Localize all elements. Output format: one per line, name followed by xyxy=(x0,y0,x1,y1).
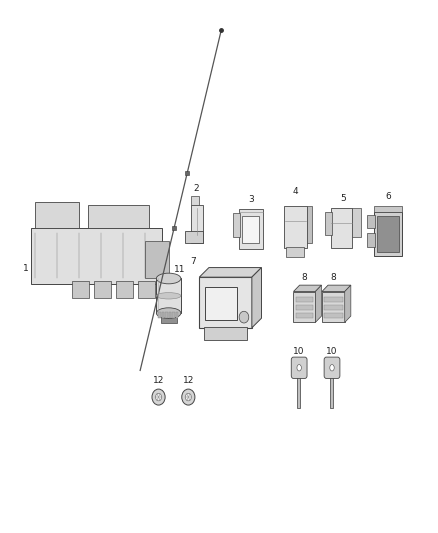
Bar xyxy=(35,202,79,228)
Text: 8: 8 xyxy=(330,273,336,282)
Text: 12: 12 xyxy=(183,376,194,385)
Bar xyxy=(296,313,313,318)
Bar xyxy=(199,277,252,328)
Text: 2: 2 xyxy=(194,184,199,193)
Text: 10: 10 xyxy=(293,346,305,356)
Polygon shape xyxy=(252,268,261,328)
Bar xyxy=(307,206,312,243)
Bar xyxy=(367,233,375,247)
Ellipse shape xyxy=(156,273,181,284)
Text: 5: 5 xyxy=(340,193,346,203)
Ellipse shape xyxy=(152,389,165,405)
Bar xyxy=(325,212,332,235)
Bar xyxy=(165,312,168,319)
FancyBboxPatch shape xyxy=(374,206,402,212)
Bar xyxy=(116,281,133,298)
Bar xyxy=(138,281,155,298)
Polygon shape xyxy=(315,285,321,322)
Text: 11: 11 xyxy=(174,265,185,274)
Bar xyxy=(296,305,313,310)
Bar xyxy=(324,297,343,302)
Bar xyxy=(156,278,181,313)
Text: 4: 4 xyxy=(293,187,298,196)
Text: 3: 3 xyxy=(248,195,254,204)
Bar xyxy=(242,216,259,243)
Bar xyxy=(191,205,203,243)
Bar xyxy=(158,312,161,319)
Polygon shape xyxy=(345,285,351,322)
FancyBboxPatch shape xyxy=(324,357,340,378)
Ellipse shape xyxy=(155,393,162,401)
Bar xyxy=(331,208,352,248)
Bar xyxy=(286,247,304,257)
Ellipse shape xyxy=(297,365,301,371)
Bar xyxy=(297,375,300,408)
Polygon shape xyxy=(293,285,321,292)
Bar xyxy=(233,213,240,237)
Bar xyxy=(145,241,169,278)
Ellipse shape xyxy=(185,393,191,401)
Bar xyxy=(330,375,333,408)
Text: 10: 10 xyxy=(326,346,338,356)
Bar xyxy=(161,312,177,323)
Bar xyxy=(172,312,175,319)
Ellipse shape xyxy=(156,308,181,319)
Ellipse shape xyxy=(182,389,195,405)
Bar xyxy=(284,206,307,248)
Bar xyxy=(324,313,343,318)
Text: 8: 8 xyxy=(301,273,307,282)
Bar xyxy=(293,292,315,322)
Bar xyxy=(322,292,345,322)
Bar xyxy=(239,209,263,249)
Bar xyxy=(296,297,313,302)
Bar xyxy=(185,231,203,243)
Text: 7: 7 xyxy=(190,257,196,266)
Ellipse shape xyxy=(239,311,249,323)
Bar xyxy=(191,196,199,205)
Text: 6: 6 xyxy=(385,192,391,201)
Bar xyxy=(367,215,375,228)
Text: 1: 1 xyxy=(23,264,29,273)
Bar xyxy=(377,216,399,252)
FancyBboxPatch shape xyxy=(291,357,307,378)
Bar xyxy=(88,205,149,228)
Bar xyxy=(169,312,171,319)
Bar xyxy=(324,305,343,310)
Bar xyxy=(31,228,162,284)
Bar xyxy=(204,327,247,340)
Polygon shape xyxy=(322,285,351,292)
Bar xyxy=(352,208,361,237)
Ellipse shape xyxy=(330,365,334,371)
Polygon shape xyxy=(199,268,261,277)
Bar xyxy=(374,212,402,256)
Bar xyxy=(205,287,237,320)
Bar xyxy=(94,281,111,298)
Bar xyxy=(72,281,89,298)
Ellipse shape xyxy=(156,293,181,299)
Bar xyxy=(176,312,178,319)
Text: 12: 12 xyxy=(153,376,164,385)
Bar xyxy=(162,312,164,319)
